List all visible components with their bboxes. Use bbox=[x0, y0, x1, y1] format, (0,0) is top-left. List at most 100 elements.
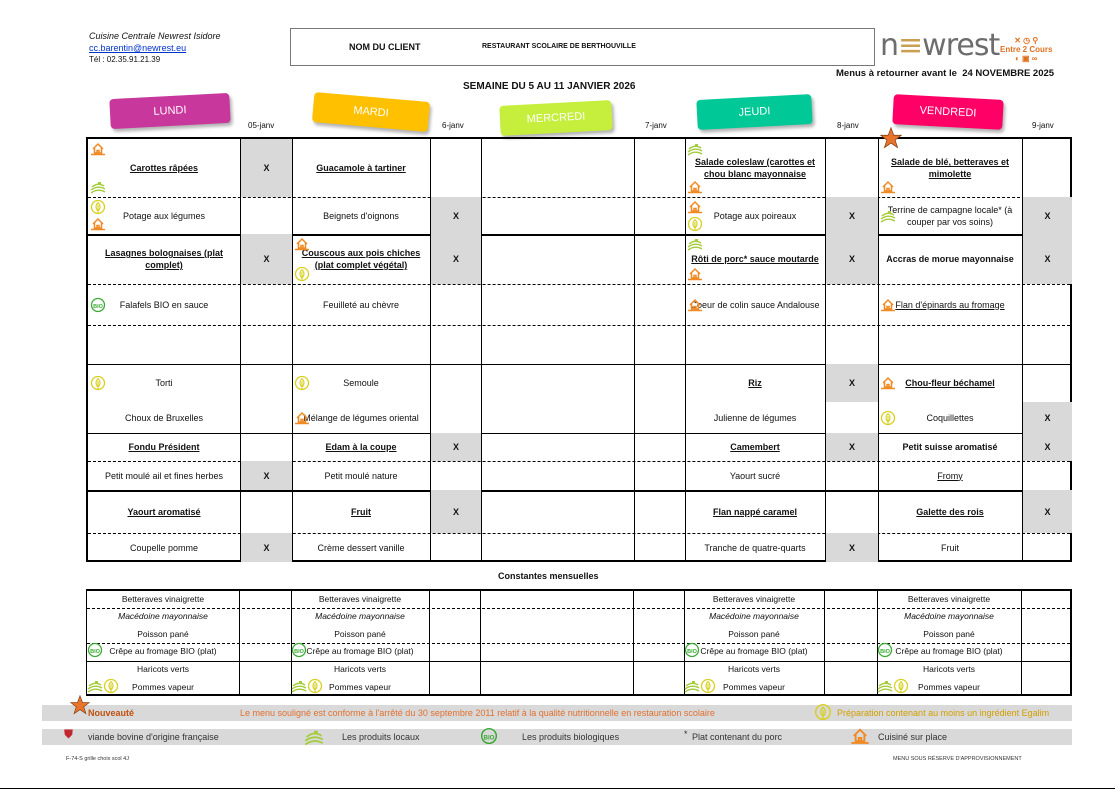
choice-mark[interactable]: X bbox=[1023, 490, 1072, 533]
choice-mark[interactable]: X bbox=[431, 490, 481, 533]
dish-cell: Salade de blé, betteraves et mimolette bbox=[878, 126, 1022, 197]
choice-mark[interactable]: X bbox=[431, 234, 481, 284]
dish-name: Semoule bbox=[343, 378, 379, 388]
dish-cell: Fruit bbox=[292, 490, 430, 533]
choice-mark[interactable]: X bbox=[1023, 402, 1072, 433]
choice-mark[interactable]: X bbox=[431, 433, 481, 461]
choice-mark[interactable] bbox=[1023, 461, 1072, 490]
choice-mark[interactable] bbox=[241, 284, 292, 325]
choice-mark[interactable] bbox=[826, 139, 878, 197]
x-mark: X bbox=[848, 210, 855, 221]
local-products-icon-wrap bbox=[687, 236, 703, 252]
dish-cell: Fondu Président bbox=[88, 433, 240, 461]
choice-mark[interactable] bbox=[1023, 284, 1072, 325]
choice-mark[interactable]: X bbox=[241, 139, 292, 197]
choice-mark[interactable]: X bbox=[241, 533, 292, 562]
egalim-icon-wrap bbox=[294, 266, 310, 282]
choice-mark[interactable] bbox=[431, 139, 481, 197]
dish-cell: Semoule bbox=[292, 364, 430, 402]
constant-item: Crêpe au fromage BIO (plat) bbox=[895, 646, 1003, 656]
email-link[interactable]: cc.barentin@newrest.eu bbox=[89, 43, 187, 53]
egalim-icon-wrap bbox=[294, 375, 310, 391]
column-divider bbox=[685, 139, 686, 560]
choice-mark[interactable] bbox=[241, 364, 292, 402]
choice-mark[interactable]: X bbox=[826, 433, 878, 461]
choice-mark[interactable]: X bbox=[1023, 433, 1072, 461]
dish-name: Potage aux poireaux bbox=[713, 210, 797, 221]
choice-mark[interactable]: X bbox=[826, 364, 878, 402]
house-icon bbox=[688, 298, 702, 311]
choice-mark[interactable] bbox=[431, 461, 481, 490]
choice-mark[interactable] bbox=[826, 284, 878, 325]
row-divider bbox=[88, 461, 1070, 462]
constant-item: Poisson pané bbox=[923, 629, 975, 639]
choice-mark[interactable]: X bbox=[826, 197, 878, 234]
column-divider bbox=[291, 591, 292, 694]
constantes-title: Constantes mensuelles bbox=[498, 571, 599, 581]
choice-mark[interactable]: X bbox=[1023, 234, 1072, 284]
choice-mark[interactable] bbox=[1023, 364, 1072, 402]
local-products-icon bbox=[880, 210, 896, 223]
choice-mark[interactable] bbox=[1023, 139, 1072, 197]
choice-mark[interactable] bbox=[431, 364, 481, 402]
egalim-icon bbox=[880, 410, 896, 425]
choice-mark[interactable] bbox=[431, 402, 481, 433]
choice-mark[interactable]: X bbox=[826, 234, 878, 284]
dish-name: Chou-fleur béchamel bbox=[905, 378, 995, 388]
house-icon-wrap bbox=[687, 297, 703, 313]
house-icon bbox=[295, 411, 309, 424]
dish-name: Potage aux légumes bbox=[122, 210, 206, 221]
dish-name: Coupelle pomme bbox=[129, 542, 199, 553]
choice-mark[interactable] bbox=[826, 490, 878, 533]
dish-cell: Couscous aux pois chiches (plat complet … bbox=[292, 234, 430, 284]
dish-cell: Petit moulé ail et fines herbes bbox=[88, 461, 240, 490]
egalim-icon bbox=[700, 678, 716, 694]
egalim-icon-wrap bbox=[90, 199, 106, 215]
dish-name: Salade coleslaw (carottes et chou blanc … bbox=[694, 157, 816, 179]
footer-ref: F-74-S grille choix scol 4J bbox=[66, 756, 129, 762]
choice-mark[interactable] bbox=[431, 533, 481, 562]
egalim-icon-wrap bbox=[880, 410, 896, 426]
dish-cell: Tranche de quatre-quarts bbox=[685, 533, 825, 562]
house-icon-wrap bbox=[90, 216, 106, 232]
choice-mark[interactable] bbox=[826, 402, 878, 433]
local-products-icon bbox=[291, 681, 307, 693]
choice-mark[interactable] bbox=[241, 433, 292, 461]
dish-cell: Flan nappé caramel bbox=[685, 490, 825, 533]
column-divider bbox=[878, 139, 879, 560]
choice-mark[interactable] bbox=[241, 490, 292, 533]
choice-mark[interactable] bbox=[241, 402, 292, 433]
dish-name: Julienne de légumes bbox=[713, 412, 797, 423]
house-icon-wrap bbox=[880, 375, 896, 391]
egalim-icon bbox=[294, 266, 310, 282]
constant-item: Betteraves vinaigrette bbox=[907, 594, 991, 604]
choice-mark[interactable] bbox=[826, 461, 878, 490]
choice-mark[interactable]: X bbox=[431, 197, 481, 234]
row-divider bbox=[88, 490, 1070, 492]
choice-mark[interactable]: X bbox=[241, 461, 292, 490]
choice-mark[interactable]: X bbox=[241, 234, 292, 284]
house-icon-wrap bbox=[687, 199, 703, 215]
pork-mark: * bbox=[684, 729, 688, 739]
choice-mark[interactable] bbox=[431, 284, 481, 325]
choice-mark[interactable] bbox=[1023, 533, 1072, 562]
local-products-icon-wrap bbox=[687, 141, 703, 157]
dish-cell: Beignets d'oignons bbox=[292, 197, 430, 234]
choice-mark[interactable]: X bbox=[826, 533, 878, 562]
day-date: 9-janv bbox=[1032, 121, 1054, 130]
dish-name: Edam à la coupe bbox=[325, 442, 397, 452]
dish-name: Choux de Bruxelles bbox=[124, 412, 204, 423]
choice-mark[interactable] bbox=[241, 197, 292, 234]
constant-item: Betteraves vinaigrette bbox=[712, 594, 796, 604]
legend-conform: Le menu souligné est conforme à l'arrêté… bbox=[240, 708, 715, 718]
dish-name: Torti bbox=[155, 378, 173, 388]
column-divider bbox=[825, 139, 826, 560]
constant-item: Macédoine mayonnaise bbox=[118, 611, 208, 621]
dish-cell: Coeur de colin sauce Andalouse bbox=[685, 284, 825, 325]
local-products-icon-wrap bbox=[90, 179, 106, 195]
choice-mark[interactable]: X bbox=[1023, 197, 1072, 234]
client-name: RESTAURANT SCOLAIRE DE BERTHOUVILLE bbox=[482, 43, 636, 50]
constant-item: Poisson pané bbox=[334, 629, 386, 639]
column-divider bbox=[481, 139, 482, 560]
dish-name: Tranche de quatre-quarts bbox=[704, 542, 806, 553]
